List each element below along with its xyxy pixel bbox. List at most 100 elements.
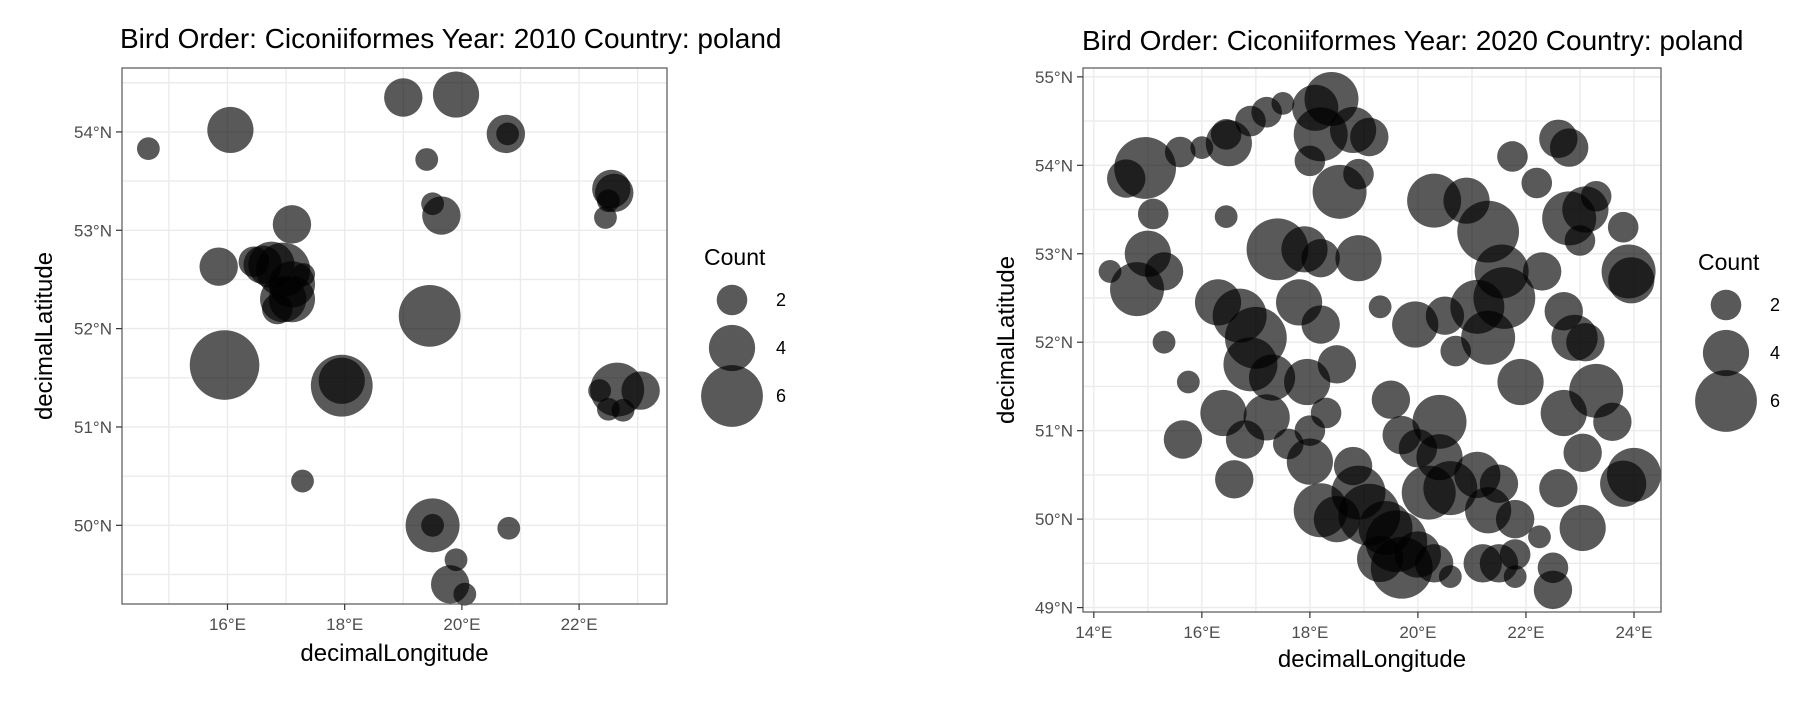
data-point <box>207 106 254 154</box>
data-point <box>1564 225 1596 256</box>
legend-key <box>708 324 756 372</box>
data-point <box>1333 446 1373 486</box>
data-point <box>189 330 260 400</box>
data-point <box>1540 389 1587 437</box>
chart-2020: Bird Order: Ciconiiformes Year: 2020 Cou… <box>993 25 1780 673</box>
data-point <box>1606 447 1661 502</box>
data-point <box>1461 310 1516 365</box>
data-point <box>1343 158 1374 190</box>
data-point <box>1593 402 1632 442</box>
x-tick-label: 14°E <box>1075 623 1112 642</box>
data-point <box>1164 136 1196 168</box>
data-point <box>1272 428 1304 460</box>
panel-border <box>121 67 668 605</box>
legend-key <box>716 284 748 316</box>
data-point <box>1163 420 1203 459</box>
data-point <box>422 196 461 235</box>
grid <box>122 68 667 604</box>
data-point <box>1539 468 1578 508</box>
data-point <box>261 293 293 325</box>
data-point <box>1107 159 1146 198</box>
data-point <box>1528 525 1551 549</box>
data-point <box>1607 211 1639 243</box>
legend-key <box>1710 289 1742 321</box>
data-point <box>1335 235 1382 282</box>
data-point <box>611 398 635 422</box>
y-tick-label: 50°N <box>1035 510 1073 529</box>
y-tick-label: 55°N <box>1035 68 1073 87</box>
legend-label: 2 <box>776 290 786 310</box>
y-tick-label: 53°N <box>74 221 112 240</box>
data-point <box>1522 252 1562 291</box>
x-tick-label: 16°E <box>1183 623 1220 642</box>
data-point <box>1243 394 1290 441</box>
data-point <box>199 247 238 286</box>
data-point <box>1301 305 1340 344</box>
data-point <box>136 137 160 161</box>
data-point <box>1499 539 1531 570</box>
chart-title: Bird Order: Ciconiiformes Year: 2020 Cou… <box>1082 25 1743 56</box>
data-point <box>1248 354 1296 401</box>
data-point <box>1559 504 1606 552</box>
data-point <box>1271 91 1295 115</box>
data-point <box>1549 128 1589 167</box>
data-point <box>1533 570 1573 610</box>
x-axis-ticks: 16°E 18°E 20°E 22°E <box>209 604 598 634</box>
legend-label: 6 <box>1770 391 1780 411</box>
legend-label: 4 <box>776 338 786 358</box>
data-point <box>1382 415 1421 455</box>
data-point <box>1350 117 1389 157</box>
data-point <box>398 284 461 347</box>
data-point <box>1214 205 1238 229</box>
legend-label: 2 <box>1770 295 1780 315</box>
legend-items: 2 4 6 <box>1695 289 1780 432</box>
legend-label: 4 <box>1770 343 1780 363</box>
data-point <box>1440 335 1472 367</box>
data-point <box>1294 145 1326 177</box>
data-point <box>1371 380 1411 419</box>
data-point <box>1580 180 1612 212</box>
data-point <box>497 516 521 540</box>
data-point <box>1425 296 1465 335</box>
data-point <box>318 357 365 404</box>
y-tick-label: 50°N <box>74 516 112 535</box>
x-tick-label: 24°E <box>1615 623 1652 642</box>
data-point <box>1284 358 1331 406</box>
points-layer <box>136 71 660 606</box>
data-point <box>1215 460 1254 499</box>
chart-title: Bird Order: Ciconiiformes Year: 2010 Cou… <box>120 23 781 54</box>
x-tick-label: 20°E <box>1399 623 1436 642</box>
x-axis-ticks: 14°E 16°E 18°E 20°E 22°E 24°E <box>1075 612 1653 642</box>
data-point <box>1521 167 1553 199</box>
x-tick-label: 16°E <box>209 615 246 634</box>
data-point <box>496 122 520 146</box>
data-point <box>1497 358 1544 406</box>
data-point <box>1368 295 1392 319</box>
legend-title: Count <box>704 244 766 270</box>
data-point <box>1301 238 1340 278</box>
x-axis-title: decimalLongitude <box>1278 646 1466 673</box>
panel-border <box>1082 67 1662 613</box>
legend-key <box>1702 329 1750 377</box>
legend-key <box>701 365 763 427</box>
legend: Count 2 4 6 <box>701 244 786 427</box>
x-axis-title: decimalLongitude <box>300 640 488 667</box>
data-point <box>1563 433 1602 472</box>
y-tick-label: 54°N <box>1035 156 1073 175</box>
data-point <box>1357 535 1404 583</box>
data-point <box>1152 330 1176 354</box>
data-point <box>1407 173 1462 228</box>
legend-title: Count <box>1698 249 1760 275</box>
legend: Count 2 4 6 <box>1695 249 1780 432</box>
y-tick-label: 53°N <box>1035 245 1073 264</box>
y-tick-label: 52°N <box>1035 333 1073 352</box>
data-point <box>1137 198 1169 230</box>
x-tick-label: 18°E <box>326 615 363 634</box>
data-point <box>1503 565 1527 589</box>
chart-2010: Bird Order: Ciconiiformes Year: 2010 Cou… <box>31 23 786 667</box>
data-point <box>291 469 314 493</box>
x-tick-label: 20°E <box>443 615 480 634</box>
data-point <box>1495 499 1535 539</box>
data-point <box>1497 141 1528 172</box>
